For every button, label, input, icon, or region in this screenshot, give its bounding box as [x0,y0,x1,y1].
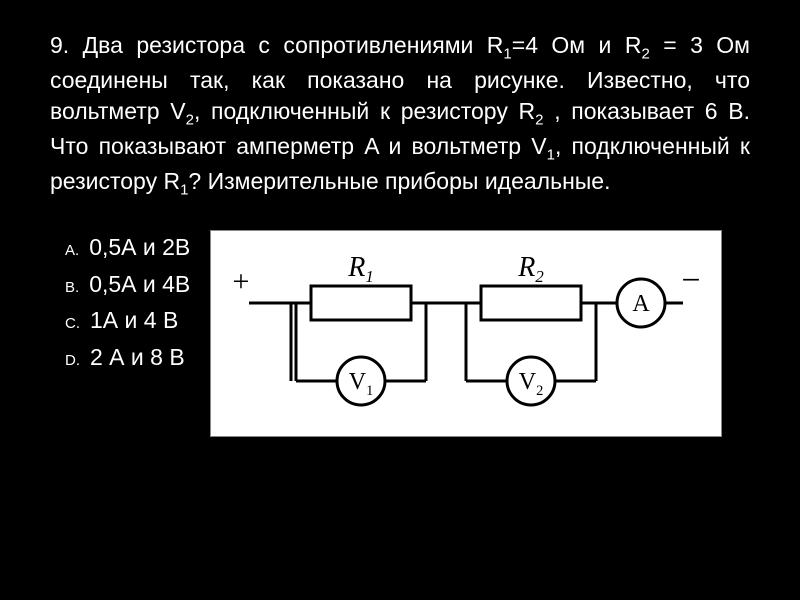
option-letter: A. [65,242,79,259]
circuit-diagram: +R1R2A−V1V2 [210,230,722,437]
svg-text:R1: R1 [348,252,375,286]
svg-text:R2: R2 [518,252,545,286]
options-container: A. 0,5А и 2В B. 0,5А и 4В C. 1А и 4 В D. 2 А и … [50,230,750,437]
option-text: 0,5А и 4В [89,271,190,297]
option-item: A. 0,5А и 2В [65,230,190,265]
option-item: C. 1А и 4 В [65,303,190,338]
svg-text:A: A [633,291,651,317]
option-item: D. 2 А и 8 В [65,340,190,375]
options-list: A. 0,5А и 2В B. 0,5А и 4В C. 1А и 4 В D. 2 А и … [50,230,190,376]
svg-text:−: − [682,262,701,299]
option-text: 1А и 4 В [90,307,178,333]
option-letter: B. [65,279,79,296]
option-item: B. 0,5А и 4В [65,267,190,302]
svg-text:+: + [233,265,250,298]
option-text: 2 А и 8 В [90,344,185,370]
option-letter: D. [65,352,80,369]
option-letter: C. [65,315,80,332]
option-text: 0,5А и 2В [89,234,190,260]
circuit-svg: +R1R2A−V1V2 [221,241,711,421]
question-text: 9. Два резистора с сопротивлениями R1=4 … [50,30,750,200]
question-full: 9. Два резистора с сопротивлениями R1=4 … [50,32,750,194]
